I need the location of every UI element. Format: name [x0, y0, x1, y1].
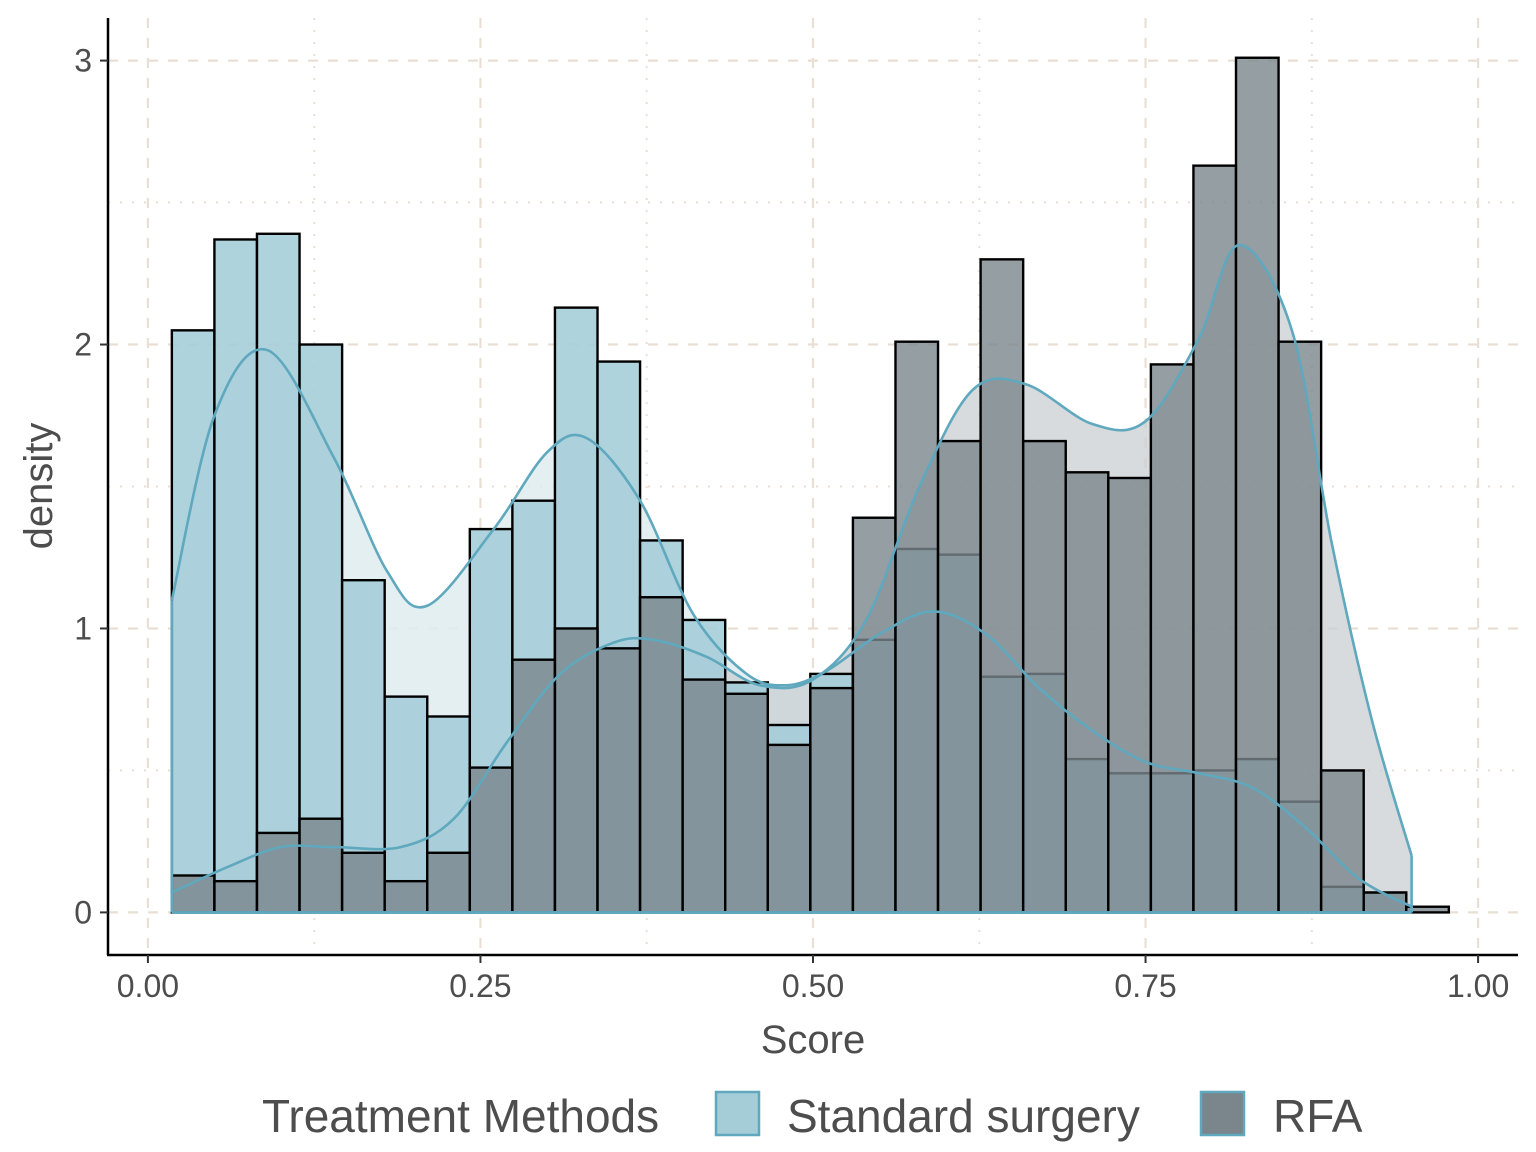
x-tick-label: 0.00 — [117, 968, 179, 1004]
density-lines — [170, 243, 1413, 914]
y-tick-label: 2 — [74, 327, 92, 363]
bar-rfa — [1405, 905, 1451, 914]
rfa-bars — [170, 56, 1451, 914]
bar-rfa — [766, 743, 812, 914]
bar-rfa — [553, 627, 599, 914]
bar-rfa — [426, 851, 472, 914]
bar-rfa — [894, 340, 940, 914]
bar-rfa — [511, 658, 557, 914]
bar-rfa — [1277, 340, 1323, 914]
legend: Treatment Methods Standard surgery RFA — [262, 1090, 1363, 1142]
legend-label-standard-surgery: Standard surgery — [787, 1090, 1140, 1142]
y-axis-title: density — [17, 423, 61, 550]
x-tick-label: 0.50 — [782, 968, 844, 1004]
bar-standard-surgery — [255, 232, 301, 914]
x-tick-label: 0.75 — [1114, 968, 1176, 1004]
bar-rfa — [936, 439, 982, 914]
density-edge-rfa — [171, 243, 1413, 894]
legend-key-standard-surgery — [714, 1090, 761, 1137]
bar-rfa — [1107, 476, 1153, 914]
y-tick-label: 1 — [74, 610, 92, 646]
x-tick-label: 1.00 — [1447, 968, 1509, 1004]
bar-rfa — [298, 817, 344, 914]
density-edge-standard-surgery — [170, 347, 1413, 908]
bar-rfa — [1192, 164, 1238, 914]
legend-title: Treatment Methods — [262, 1090, 659, 1142]
legend-label-rfa: RFA — [1273, 1090, 1363, 1142]
bar-rfa — [724, 692, 769, 914]
x-tick-label: 0.25 — [449, 968, 511, 1004]
bar-rfa — [681, 678, 727, 914]
bar-rfa — [340, 851, 386, 914]
bar-standard-surgery — [170, 329, 216, 914]
bar-rfa — [596, 647, 642, 914]
bar-rfa — [383, 879, 429, 914]
bar-rfa — [213, 879, 259, 914]
bar-rfa — [851, 516, 897, 914]
tick-labels: 0.00 0.25 0.50 0.75 1.00 0 1 2 3 — [74, 43, 1509, 1004]
bar-rfa — [1064, 471, 1110, 914]
y-tick-label: 0 — [74, 894, 92, 930]
bar-rfa — [979, 258, 1025, 914]
x-axis-title: Score — [761, 1018, 866, 1062]
bar-rfa — [1021, 439, 1067, 914]
bar-rfa — [170, 874, 216, 914]
legend-key-rfa — [1199, 1090, 1246, 1137]
bar-standard-surgery — [213, 238, 259, 914]
y-tick-label: 3 — [74, 43, 92, 79]
bar-rfa — [1319, 769, 1365, 914]
bar-rfa — [1149, 363, 1195, 914]
bar-rfa — [809, 686, 855, 914]
